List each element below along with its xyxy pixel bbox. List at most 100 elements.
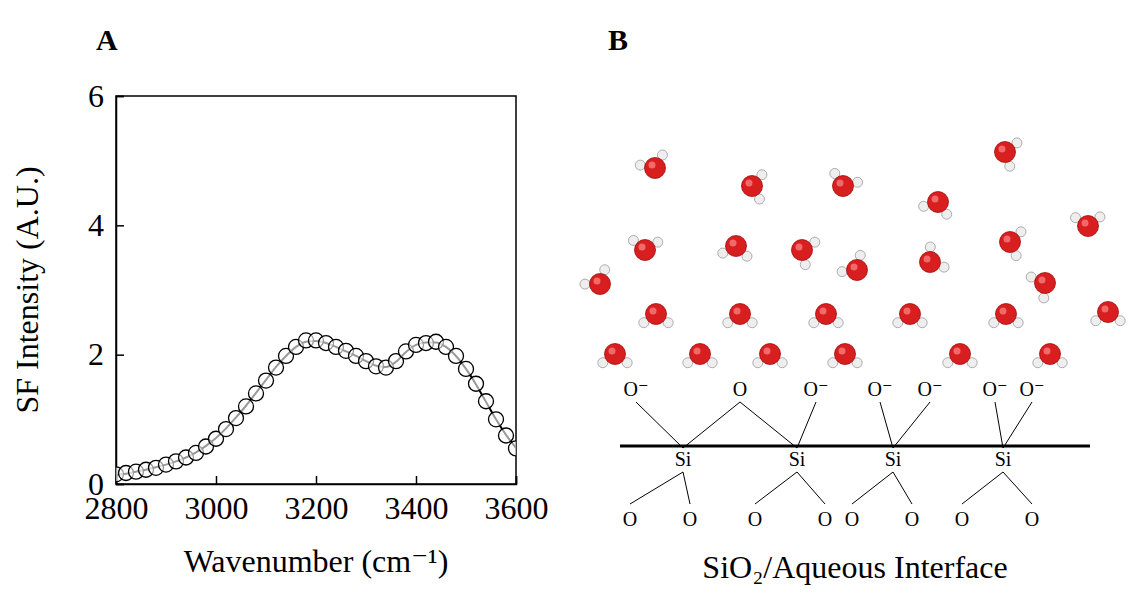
water-molecule — [718, 236, 752, 262]
oxygen-atom — [590, 274, 611, 295]
water-molecule — [723, 304, 757, 328]
hydrogen-atom — [925, 242, 935, 252]
bulk-oxygen-label: O — [1025, 508, 1039, 530]
bulk-oxygen-label: O — [845, 508, 859, 530]
water-molecule — [639, 304, 673, 328]
water-molecule — [1026, 272, 1055, 303]
label-ground — [866, 379, 894, 400]
highlight — [924, 256, 931, 263]
y-axis-line — [117, 97, 125, 485]
y-axis-title: SF Intensity (A.U.) — [9, 166, 45, 413]
data-point — [499, 428, 514, 443]
x-tick-mark — [316, 476, 318, 484]
data-point — [469, 376, 484, 391]
highlight — [730, 240, 737, 247]
plot-area — [116, 333, 516, 482]
x-tick-label: 3600 — [485, 490, 549, 526]
y-tick-mark — [116, 225, 124, 227]
bonds — [630, 402, 1032, 504]
water-molecule — [683, 344, 717, 368]
oxygen-atom — [646, 304, 667, 325]
data-point — [479, 394, 494, 409]
bond — [683, 402, 740, 448]
x-tick-label: 3000 — [185, 490, 249, 526]
water-molecule — [989, 304, 1023, 328]
water-molecule — [1033, 344, 1067, 368]
bond — [893, 402, 930, 448]
hydrogen-atom — [837, 267, 847, 277]
diagram-caption: SiO₂/Aqueous Interface — [702, 549, 1007, 585]
y-tick-mark — [116, 484, 124, 486]
label-ground — [954, 509, 971, 530]
highlight — [999, 146, 1006, 153]
x-tick: 3000 — [185, 476, 249, 526]
bulk-oxygen-label: O — [748, 508, 762, 530]
water-molecule — [893, 304, 927, 328]
label-ground — [1024, 509, 1041, 530]
water-molecule — [809, 304, 843, 328]
highlight — [839, 348, 846, 355]
oxygen-atom — [792, 240, 813, 261]
oxygen-atom — [742, 176, 763, 197]
x-tick: 3600 — [485, 476, 549, 526]
bond — [962, 472, 1003, 504]
highlight — [1004, 236, 1011, 243]
label-ground — [989, 449, 1017, 470]
bond — [636, 402, 683, 448]
surface-oxygen-label: O — [733, 378, 747, 400]
highlight — [764, 348, 771, 355]
oxygen-atom — [730, 304, 751, 325]
water-molecule — [919, 192, 952, 220]
hydrogen-atom — [853, 177, 863, 187]
bulk-oxygen-label: O — [683, 508, 697, 530]
hydrogen-atom — [635, 160, 645, 170]
oxygen-atom — [900, 304, 921, 325]
highlight — [820, 308, 827, 315]
highlight — [932, 196, 939, 203]
highlight — [1102, 306, 1109, 313]
water-molecule — [837, 250, 867, 280]
hydrogen-atom — [1039, 293, 1049, 303]
highlight — [649, 162, 656, 169]
water-molecule — [635, 150, 667, 179]
highlight — [904, 308, 911, 315]
x-tick-mark — [416, 476, 418, 484]
y-tick-label: 2 — [88, 336, 104, 372]
x-tick-label: 3200 — [285, 490, 349, 526]
x-tick-mark — [216, 476, 218, 484]
bond — [852, 472, 893, 504]
x-tick: 3200 — [285, 476, 349, 526]
silicon-label: Si — [675, 448, 692, 470]
label-ground — [817, 509, 834, 530]
bulk-oxygen-label: O — [623, 508, 637, 530]
data-point — [259, 373, 274, 388]
highlight — [746, 180, 753, 187]
bond — [797, 472, 825, 504]
y-tick-label: 6 — [88, 78, 104, 114]
surface-oxygen-label: O⁻ — [1020, 378, 1045, 400]
highlight — [734, 308, 741, 315]
x-tick: 3400 — [385, 476, 449, 526]
oxygen-atom — [645, 158, 666, 179]
water-molecule — [598, 344, 632, 368]
oxygen-atom — [996, 304, 1017, 325]
fit-line — [116, 341, 516, 475]
silicon-label: Si — [789, 448, 806, 470]
hydrogen-atom — [855, 250, 865, 260]
highlight — [796, 244, 803, 251]
oxygen-atom — [835, 344, 856, 365]
surface-oxygen-label: O⁻ — [804, 378, 829, 400]
water-molecule — [742, 170, 767, 204]
data-point — [249, 386, 264, 401]
highlight — [851, 264, 858, 271]
bond — [1003, 472, 1032, 504]
highlight — [837, 180, 844, 187]
highlight — [1082, 220, 1089, 227]
x-axis-line — [117, 476, 517, 485]
x-tick-label: 3400 — [385, 490, 449, 526]
water-molecule — [828, 344, 862, 368]
highlight — [694, 348, 701, 355]
water-molecule — [1091, 302, 1125, 326]
bulk-oxygen-label: O — [955, 508, 969, 530]
oxygen-atom — [847, 260, 868, 281]
